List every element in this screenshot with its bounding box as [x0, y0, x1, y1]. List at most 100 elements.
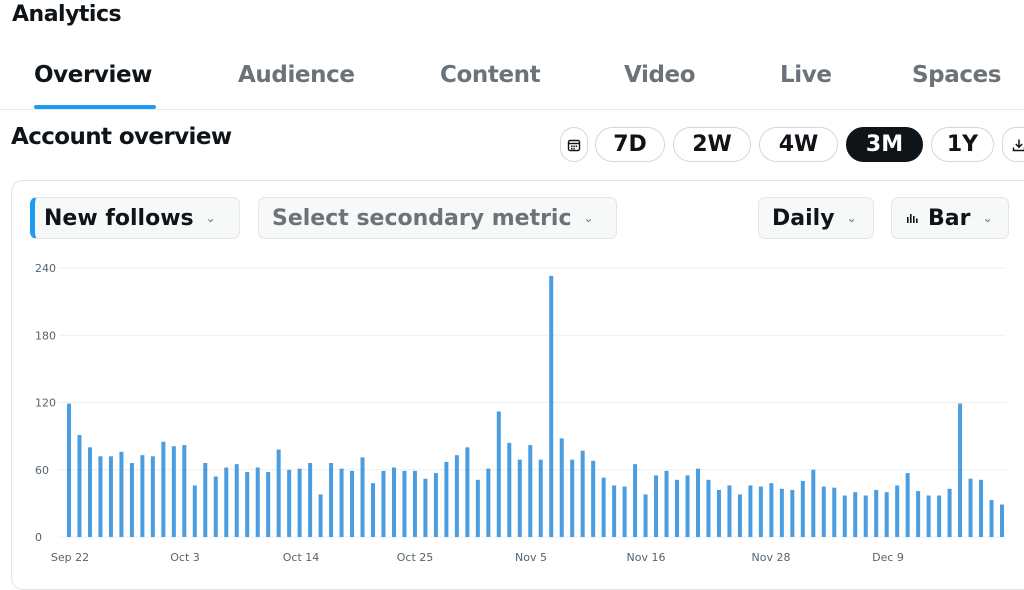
- range-4w-button[interactable]: 4W: [759, 127, 838, 162]
- chart-bar[interactable]: [161, 441, 166, 537]
- chart-bar[interactable]: [748, 485, 753, 537]
- chart-bar[interactable]: [842, 495, 847, 537]
- chart-bar[interactable]: [758, 486, 763, 537]
- chart-bar[interactable]: [790, 489, 795, 537]
- primary-metric-select[interactable]: New follows ⌄: [30, 197, 240, 239]
- chart-bar[interactable]: [203, 463, 208, 537]
- chart-bar[interactable]: [129, 463, 134, 537]
- chart-bar[interactable]: [580, 450, 585, 537]
- chart-bar[interactable]: [926, 495, 931, 537]
- chart-bar[interactable]: [549, 275, 554, 537]
- chart-bar[interactable]: [77, 435, 82, 537]
- chart-bar[interactable]: [391, 467, 396, 537]
- chart-bar[interactable]: [947, 488, 952, 537]
- chart-bar[interactable]: [811, 469, 816, 537]
- chart-bar[interactable]: [234, 464, 239, 537]
- chart-bar[interactable]: [67, 403, 71, 537]
- chart-bar[interactable]: [454, 455, 459, 537]
- chart-bar[interactable]: [182, 445, 187, 537]
- chart-bar[interactable]: [779, 488, 784, 537]
- tab-live[interactable]: Live: [780, 62, 832, 88]
- chart-bar[interactable]: [716, 489, 721, 537]
- chart-bar[interactable]: [486, 468, 491, 537]
- chart-bar[interactable]: [1000, 504, 1004, 538]
- chart-bar[interactable]: [287, 469, 292, 537]
- calendar-icon[interactable]: [560, 127, 588, 162]
- chart-bar[interactable]: [968, 478, 973, 537]
- chart-bar[interactable]: [444, 461, 449, 537]
- chart-bar[interactable]: [496, 411, 501, 537]
- chart-bar[interactable]: [108, 456, 113, 537]
- chart-bar[interactable]: [654, 475, 659, 537]
- chart-bar[interactable]: [622, 486, 627, 537]
- chart-bar[interactable]: [800, 480, 805, 537]
- chart-bar[interactable]: [612, 485, 617, 537]
- chart-bar[interactable]: [958, 403, 963, 537]
- chart-bar[interactable]: [737, 494, 742, 537]
- chart-bar[interactable]: [769, 483, 774, 537]
- chart-bar[interactable]: [381, 470, 386, 537]
- chart-bar[interactable]: [695, 468, 700, 537]
- chart-bar[interactable]: [675, 479, 680, 537]
- download-icon[interactable]: [1002, 127, 1024, 162]
- granularity-select[interactable]: Daily ⌄: [758, 197, 874, 239]
- chart-bar[interactable]: [528, 445, 533, 537]
- chart-bar[interactable]: [266, 471, 271, 537]
- chart-bar[interactable]: [517, 459, 522, 537]
- chart-bar[interactable]: [308, 463, 313, 537]
- chart-bar[interactable]: [601, 477, 606, 537]
- chart-bar[interactable]: [507, 442, 512, 537]
- chart-bar[interactable]: [433, 473, 438, 537]
- chart-bar[interactable]: [832, 487, 837, 537]
- chart-bar[interactable]: [213, 476, 218, 537]
- chart-bar[interactable]: [339, 468, 344, 537]
- tab-overview[interactable]: Overview: [34, 62, 153, 88]
- range-2w-button[interactable]: 2W: [673, 127, 751, 162]
- chart-bar[interactable]: [989, 500, 994, 537]
- range-3m-button[interactable]: 3M: [846, 127, 923, 162]
- chart-bar[interactable]: [371, 483, 376, 537]
- chart-bar[interactable]: [98, 456, 103, 537]
- chart-bar[interactable]: [350, 470, 355, 537]
- tab-audience[interactable]: Audience: [238, 62, 355, 88]
- chart-bar[interactable]: [874, 489, 879, 537]
- chart-bar[interactable]: [937, 495, 942, 537]
- chart-bar[interactable]: [329, 463, 334, 537]
- chart-type-select[interactable]: Bar ⌄: [891, 197, 1009, 239]
- chart-bar[interactable]: [150, 456, 155, 537]
- chart-bar[interactable]: [276, 449, 281, 537]
- chart-bar[interactable]: [727, 485, 732, 537]
- chart-bar[interactable]: [664, 470, 669, 537]
- chart-bar[interactable]: [538, 459, 543, 537]
- chart-bar[interactable]: [255, 467, 260, 537]
- tab-video[interactable]: Video: [624, 62, 696, 88]
- chart-bar[interactable]: [591, 460, 596, 537]
- chart-bar[interactable]: [706, 479, 711, 537]
- chart-bar[interactable]: [87, 447, 92, 537]
- chart-bar[interactable]: [979, 479, 984, 537]
- chart-bar[interactable]: [475, 479, 480, 537]
- secondary-metric-select[interactable]: Select secondary metric ⌄: [258, 197, 617, 239]
- chart-bar[interactable]: [465, 447, 470, 537]
- chart-bar[interactable]: [119, 451, 124, 537]
- chart-bar[interactable]: [916, 491, 921, 537]
- chart-bar[interactable]: [559, 438, 564, 537]
- chart-bar[interactable]: [570, 459, 575, 537]
- chart-bar[interactable]: [192, 485, 197, 537]
- chart-bar[interactable]: [863, 495, 868, 537]
- range-1y-button[interactable]: 1Y: [931, 127, 994, 162]
- chart-bar[interactable]: [633, 464, 638, 537]
- chart-bar[interactable]: [853, 492, 858, 537]
- chart-bar[interactable]: [643, 494, 648, 537]
- chart-bar[interactable]: [224, 467, 229, 537]
- chart-bar[interactable]: [360, 457, 365, 537]
- tab-spaces[interactable]: Spaces: [912, 62, 1002, 88]
- range-7d-button[interactable]: 7D: [595, 127, 665, 162]
- chart-bar[interactable]: [402, 470, 407, 537]
- chart-bar[interactable]: [884, 492, 889, 537]
- chart-bar[interactable]: [297, 468, 302, 537]
- chart-bar[interactable]: [171, 446, 176, 537]
- chart-bar[interactable]: [245, 471, 250, 537]
- chart-bar[interactable]: [318, 494, 323, 537]
- chart-bar[interactable]: [905, 473, 910, 537]
